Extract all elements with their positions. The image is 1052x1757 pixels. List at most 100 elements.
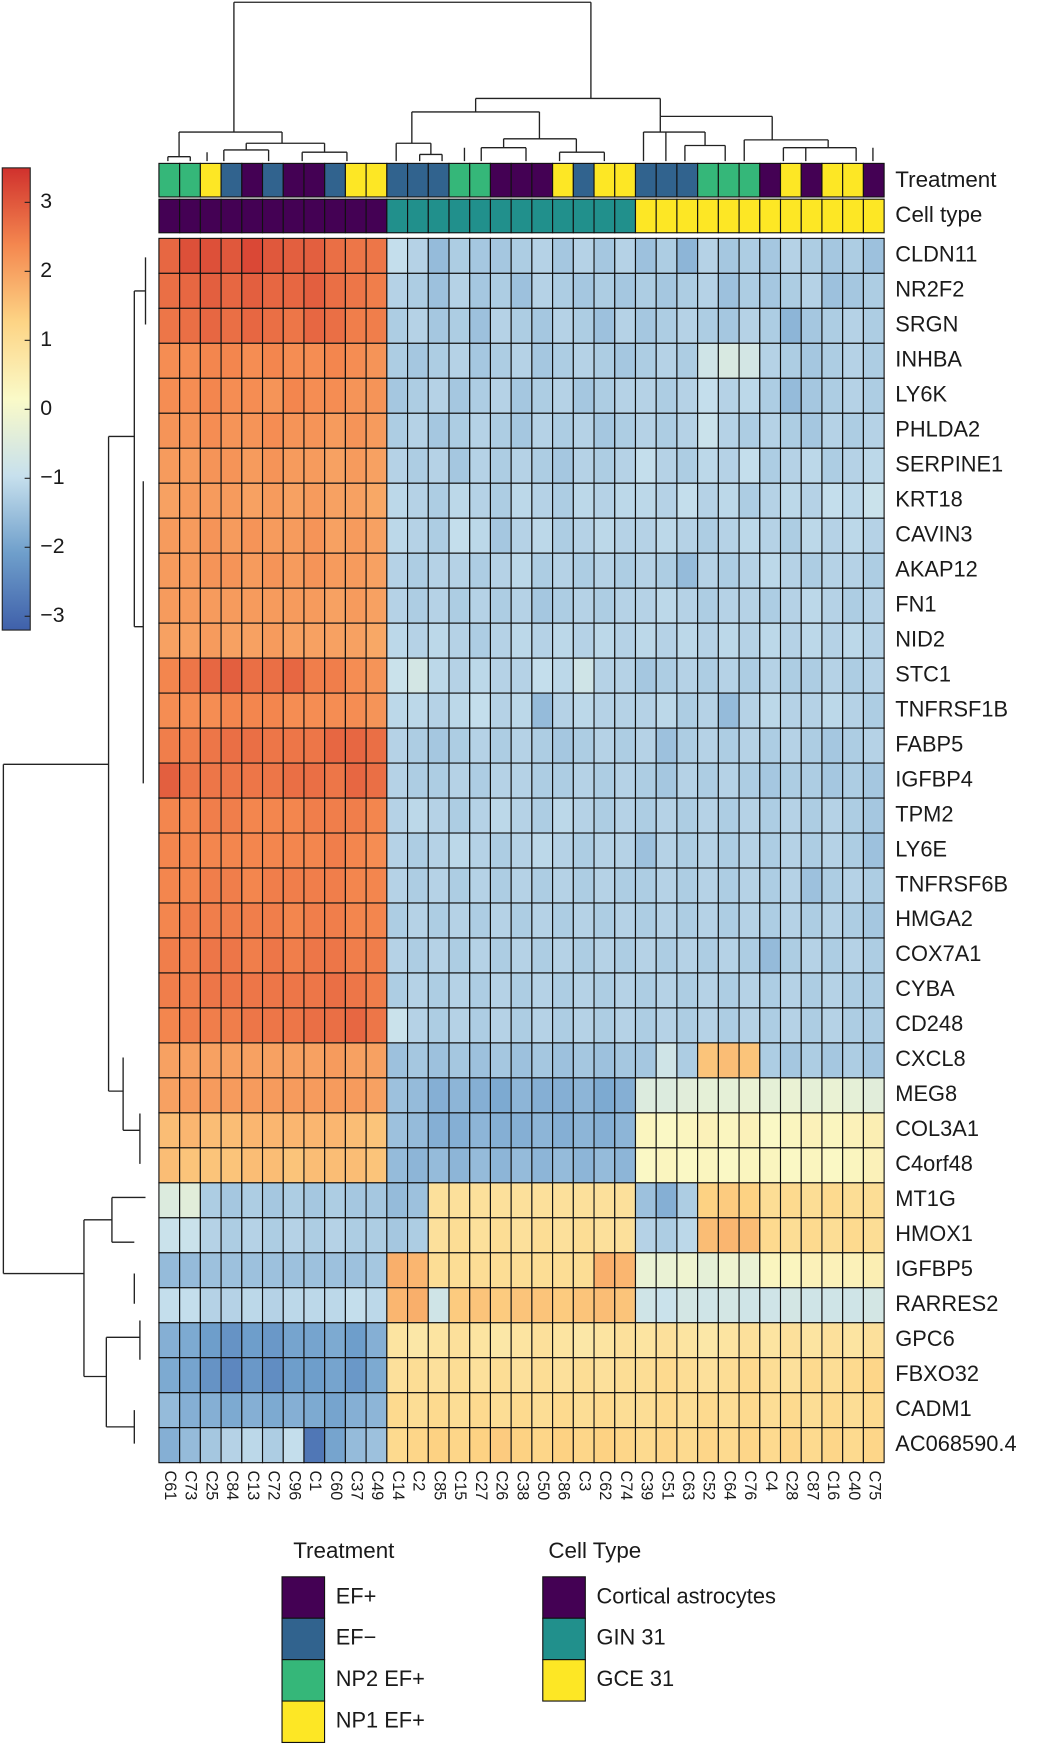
- column-dendrogram: [167, 1, 874, 162]
- heatmap-cell: [552, 412, 574, 449]
- heatmap-cell: [842, 867, 864, 904]
- heatmap-cell: [386, 1077, 409, 1114]
- heatmap-cell: [842, 1287, 864, 1324]
- heatmap-cell: [427, 1322, 450, 1359]
- heatmap-cell: [572, 692, 595, 729]
- heatmap-cell: [448, 1042, 471, 1079]
- heatmap-cell: [407, 1112, 429, 1149]
- heatmap-cell: [365, 902, 388, 939]
- heatmap-cell: [303, 517, 326, 554]
- heatmap-cell: [738, 1427, 761, 1464]
- heatmap-cell: [448, 307, 471, 344]
- heatmap-cell: [800, 727, 823, 764]
- heatmap-cell: [427, 1112, 450, 1149]
- heatmap-cell: [241, 412, 264, 449]
- heatmap-cell: [697, 1322, 719, 1359]
- heatmap-cell: [220, 972, 243, 1009]
- heatmap-cell: [614, 727, 637, 764]
- heatmap-cell: [634, 1287, 657, 1324]
- heatmap-cell: [158, 552, 181, 589]
- heatmap-cell: [489, 902, 512, 939]
- heatmap-cell: [510, 622, 533, 659]
- heatmap-cell: [303, 552, 326, 589]
- heatmap-cell: [821, 762, 844, 799]
- heatmap-cell: [614, 237, 637, 274]
- heatmap-cell: [552, 447, 574, 484]
- column-label: C2: [410, 1471, 428, 1492]
- heatmap-cell: [386, 1182, 409, 1219]
- heatmap-cell: [634, 657, 657, 694]
- heatmap-cell: [282, 412, 305, 449]
- heatmap-cell: [510, 1007, 533, 1044]
- heatmap-cell: [303, 377, 326, 414]
- heatmap-cell: [697, 1112, 719, 1149]
- heatmap-cell: [614, 692, 637, 729]
- heatmap-cell: [407, 412, 429, 449]
- heatmap-cell: [676, 1147, 699, 1184]
- heatmap-cell: [552, 1112, 574, 1149]
- heatmap-cell: [614, 1042, 637, 1079]
- heatmap-cell: [614, 272, 637, 309]
- heatmap-cell: [220, 622, 243, 659]
- heatmap-cell: [593, 377, 616, 414]
- heatmap-cell: [241, 552, 264, 589]
- heatmap-cell: [344, 552, 367, 589]
- heatmap-cell: [800, 692, 823, 729]
- heatmap-cell: [676, 412, 699, 449]
- heatmap-cell: [800, 657, 823, 694]
- column-label: C86: [555, 1471, 573, 1501]
- annotation-cell: [324, 162, 346, 198]
- row-label: C4orf48: [895, 1151, 973, 1176]
- heatmap-cell: [241, 1007, 264, 1044]
- heatmap-cell: [738, 1322, 761, 1359]
- heatmap-cell: [655, 727, 678, 764]
- heatmap-cell: [469, 1252, 492, 1289]
- heatmap-cell: [158, 1322, 181, 1359]
- heatmap-cell: [158, 1357, 181, 1394]
- heatmap-cell: [531, 1112, 554, 1149]
- heatmap-cell: [344, 1427, 367, 1464]
- heatmap-cell: [634, 587, 657, 624]
- heatmap-cell: [531, 482, 554, 519]
- heatmap-cell: [676, 657, 699, 694]
- heatmap-cell: [717, 1287, 740, 1324]
- heatmap-cell: [241, 1322, 264, 1359]
- heatmap-cell: [158, 237, 181, 274]
- heatmap-cell: [593, 1042, 616, 1079]
- heatmap-cell: [759, 1287, 782, 1324]
- heatmap-cell: [821, 797, 844, 834]
- heatmap-cell: [717, 902, 740, 939]
- heatmap-cell: [407, 622, 429, 659]
- heatmap-cell: [717, 1252, 740, 1289]
- heatmap-cell: [655, 1042, 678, 1079]
- heatmap-cell: [655, 552, 678, 589]
- heatmap-cell: [448, 377, 471, 414]
- heatmap-cell: [199, 342, 222, 379]
- heatmap-cell: [365, 657, 388, 694]
- heatmap-cell: [842, 482, 864, 519]
- heatmap-cell: [386, 1357, 409, 1394]
- heatmap-cell: [469, 1427, 492, 1464]
- heatmap-cell: [572, 587, 595, 624]
- heatmap-cell: [676, 307, 699, 344]
- heatmap-cell: [344, 587, 367, 624]
- heatmap-cell: [510, 1357, 533, 1394]
- heatmap-cell: [489, 1007, 512, 1044]
- heatmap-cell: [676, 937, 699, 974]
- heatmap-cell: [489, 832, 512, 869]
- heatmap-cell: [862, 587, 885, 624]
- heatmap-cell: [759, 377, 782, 414]
- heatmap-cell: [531, 1427, 554, 1464]
- heatmap-cell: [717, 657, 740, 694]
- heatmap-cell: [407, 237, 429, 274]
- row-label: MEG8: [895, 1081, 957, 1106]
- heatmap-cell: [448, 1147, 471, 1184]
- heatmap-cell: [759, 587, 782, 624]
- column-label: C63: [679, 1471, 697, 1501]
- heatmap-cell: [614, 622, 637, 659]
- heatmap-cell: [365, 412, 388, 449]
- heatmap-cell: [572, 867, 595, 904]
- heatmap-cell: [717, 377, 740, 414]
- annotation-label: Cell type: [895, 202, 982, 227]
- heatmap-cell: [614, 307, 637, 344]
